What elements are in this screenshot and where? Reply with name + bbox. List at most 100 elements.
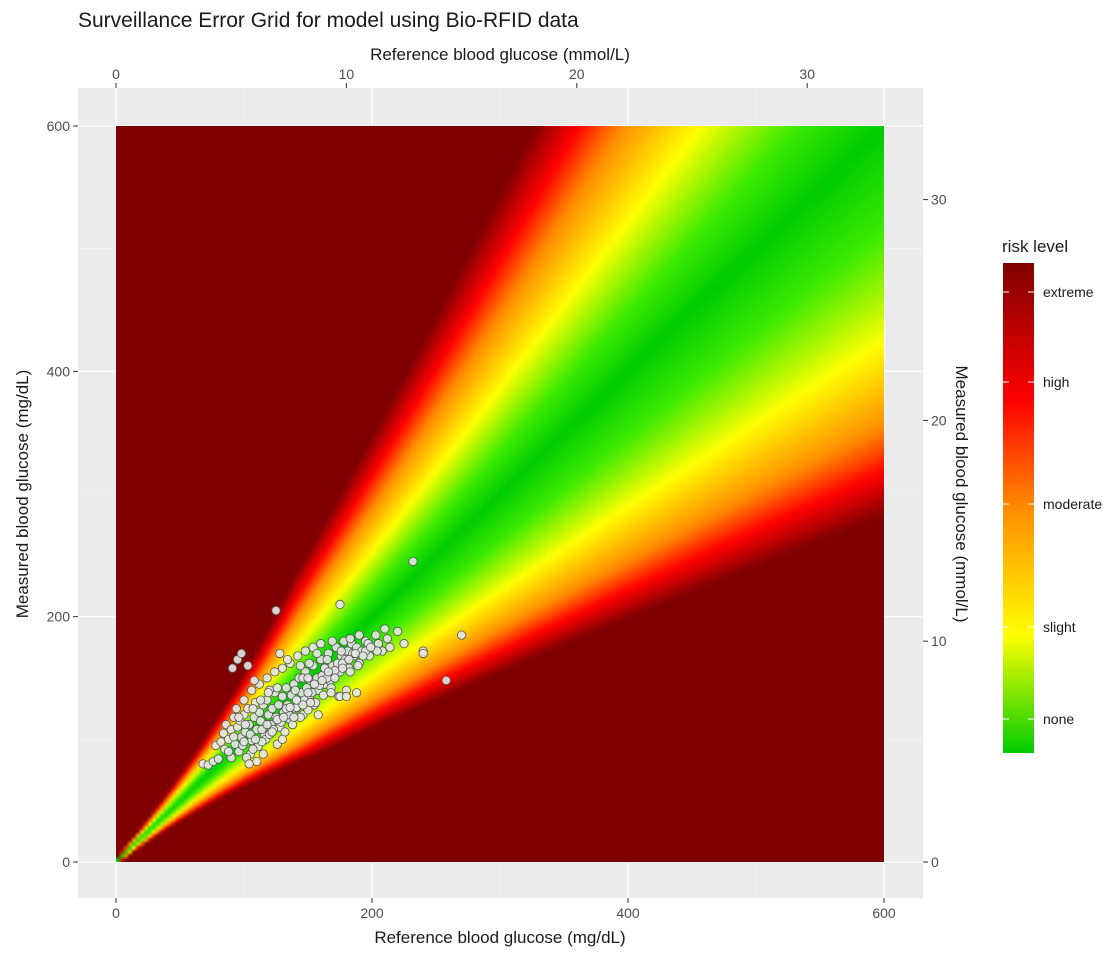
data-point [263, 688, 273, 698]
data-point [382, 634, 392, 644]
x-tick-label: 0 [112, 905, 120, 921]
data-point [227, 663, 238, 673]
x2-tick-label: 10 [339, 66, 355, 82]
data-point [281, 683, 291, 693]
data-point [353, 661, 363, 671]
data-point [244, 759, 254, 769]
data-point [234, 712, 244, 722]
legend-labels: extreme high moderate slight none [1003, 284, 1102, 727]
x2-tick-label: 20 [569, 66, 585, 82]
data-point [243, 661, 253, 671]
data-point [247, 685, 257, 695]
data-point [277, 734, 287, 744]
y-tick-label: 600 [47, 118, 71, 134]
data-point [341, 691, 351, 702]
data-point [303, 673, 313, 683]
data-point [336, 646, 346, 656]
data-point [213, 754, 223, 764]
data-point [218, 728, 229, 738]
data-point [358, 651, 368, 661]
data-point [256, 695, 266, 705]
data-point [282, 654, 293, 665]
data-point [316, 639, 326, 649]
data-point [392, 626, 403, 636]
data-point [418, 648, 428, 659]
data-point [291, 695, 302, 705]
chart-title: Surveillance Error Grid for model using … [78, 9, 579, 32]
data-point [408, 556, 418, 567]
data-point [293, 651, 303, 661]
data-point [366, 642, 376, 652]
data-point [250, 734, 261, 744]
data-point [273, 700, 284, 710]
legend-colorbar [1003, 263, 1034, 753]
y2-tick-label: 30 [931, 192, 947, 208]
x2-axis-title: Reference blood glucose (mmol/L) [370, 45, 630, 64]
data-point [300, 646, 311, 656]
data-point [380, 624, 390, 634]
data-point [313, 710, 323, 720]
data-point [289, 712, 299, 722]
legend: risk level extreme high moderate slight none [1002, 237, 1102, 753]
data-point [350, 648, 360, 659]
data-point [248, 744, 258, 754]
data-point [317, 675, 327, 686]
y-axis-title: Measured blood glucose (mg/dL) [13, 370, 32, 619]
data-point [441, 675, 451, 686]
data-points [198, 556, 467, 770]
data-point [277, 691, 287, 702]
legend-label: slight [1043, 619, 1076, 635]
data-point [385, 642, 395, 652]
x2-tick-label: 30 [799, 66, 815, 82]
x-tick-label: 600 [872, 905, 896, 921]
y-tick-label: 200 [47, 609, 71, 625]
data-point [285, 702, 295, 713]
data-point [231, 704, 241, 714]
data-point [456, 630, 467, 640]
data-point [290, 685, 300, 695]
data-point [305, 697, 316, 708]
data-point [318, 690, 328, 700]
data-point [295, 661, 305, 671]
data-point [399, 639, 409, 649]
data-point [224, 746, 234, 757]
data-point [275, 648, 285, 659]
y-tick-label: 0 [62, 854, 70, 870]
data-point [335, 599, 345, 610]
data-point [298, 700, 308, 710]
data-point [262, 673, 272, 683]
data-point [303, 688, 313, 698]
data-point [258, 749, 268, 759]
data-point [327, 636, 337, 646]
y2-tick-label: 10 [931, 633, 947, 649]
data-point [323, 667, 334, 677]
data-point [249, 675, 259, 686]
data-point [239, 695, 249, 705]
axes: 0 200 400 600 0 200 400 600 0 10 20 30 0 10 20 30 [47, 66, 947, 921]
data-point [277, 663, 287, 673]
data-point [270, 667, 280, 677]
y2-axis-title: Measured blood glucose (mmol/L) [952, 365, 971, 622]
data-point [312, 648, 322, 659]
legend-label: high [1043, 374, 1069, 390]
x-tick-label: 400 [616, 905, 640, 921]
data-point [271, 605, 281, 616]
data-point [267, 727, 277, 737]
legend-label: moderate [1043, 496, 1102, 512]
data-point [239, 737, 249, 747]
data-point [236, 648, 247, 659]
data-point [337, 663, 348, 673]
data-point [240, 720, 250, 730]
data-point [354, 630, 364, 640]
data-point [345, 634, 355, 644]
x-axis-title: Reference blood glucose (mg/dL) [374, 928, 625, 947]
data-point [345, 667, 355, 677]
data-point [248, 704, 258, 714]
data-point [288, 720, 298, 730]
data-point [304, 658, 314, 668]
legend-label: extreme [1043, 284, 1094, 300]
y2-tick-label: 20 [931, 412, 947, 428]
data-point [352, 688, 362, 698]
